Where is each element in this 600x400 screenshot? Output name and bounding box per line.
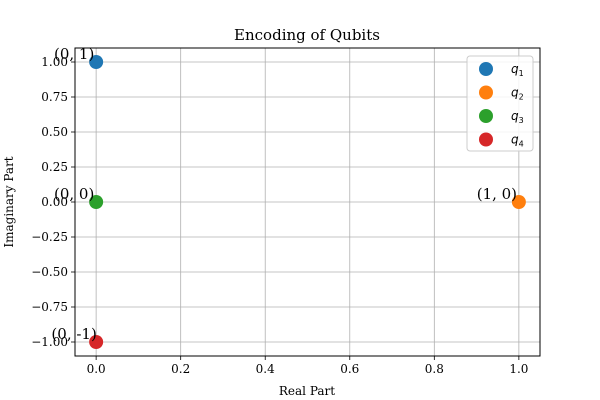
plot-frame: [74, 47, 541, 357]
y-tick-label: 1.00: [41, 55, 68, 69]
legend-marker-q4: [479, 132, 493, 147]
y-tick-label: 0.75: [41, 90, 68, 104]
point-annotation-q3: (0, 0): [54, 185, 94, 203]
y-tick-label: −0.75: [31, 300, 68, 314]
data-point-q2: [511, 195, 526, 209]
y-axis-title: Imaginary Part: [2, 156, 16, 247]
x-axis-title: Real Part: [279, 384, 335, 398]
x-tick-label: 0.8: [425, 362, 444, 376]
point-annotations: (0, 1) (1, 0) (0, 0) (0, -1): [51, 45, 517, 343]
data-points: [89, 55, 526, 349]
y-tick-label: −0.50: [31, 265, 68, 279]
legend-box: [466, 55, 534, 152]
legend-label-q1: q1: [511, 62, 524, 78]
x-tick-label: 0.2: [171, 362, 190, 376]
point-annotation-q4: (0, -1): [51, 325, 96, 343]
y-tick-label: 0.25: [41, 160, 68, 174]
legend-label-q3: q3: [511, 109, 524, 125]
data-point-q4: [89, 335, 104, 349]
y-tick-label: −0.25: [31, 230, 68, 244]
point-annotation-q1: (0, 1): [54, 45, 94, 63]
data-point-q3: [89, 195, 104, 209]
x-tick-label: 0.4: [256, 362, 275, 376]
legend-marker-q3: [479, 109, 493, 123]
chart-title: Encoding of Qubits: [234, 26, 380, 44]
x-tick-label: 0.0: [87, 362, 106, 376]
legend-label-q4: q4: [511, 133, 524, 149]
point-annotation-q2: (1, 0): [477, 185, 517, 203]
axis-ticks: 0.0 0.2 0.4 0.6 0.8 1.0 1.00 0.75 0.50 0.25 0.00 −0…: [31, 55, 528, 376]
y-tick-label: 0.00: [41, 195, 68, 209]
legend-label-q2: q2: [511, 86, 524, 102]
y-tick-label: 0.50: [41, 125, 68, 139]
legend-marker-q1: [479, 62, 493, 76]
x-tick-label: 0.6: [340, 362, 359, 376]
x-tick-label: 1.0: [509, 362, 528, 376]
legend-marker-q2: [479, 85, 493, 100]
y-tick-label: −1.00: [31, 335, 68, 349]
legend: q1 q2 q3 q4: [466, 55, 534, 152]
data-point-q1: [89, 55, 104, 69]
